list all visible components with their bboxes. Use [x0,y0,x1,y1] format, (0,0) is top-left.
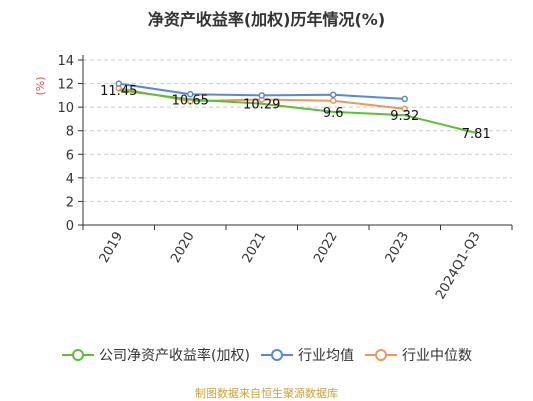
x-tick-label: 2020 [168,230,198,266]
series-point-2 [401,105,408,113]
legend-item-industry-mean[interactable]: 行业均值 [260,345,354,365]
legend-label-company: 公司净资产收益率(加权) [99,348,250,364]
legend-marker-industry-median [364,349,397,361]
chart-title: 净资产收益率(加权)历年情况(%) [147,10,386,29]
legend-marker-company [62,349,95,361]
legend-item-industry-median[interactable]: 行业中位数 [364,345,472,365]
data-label: 9.32 [390,109,419,124]
series-point-1 [258,92,265,99]
data-label: 10.65 [172,93,209,108]
legend: 公司净资产收益率(加权) 行业均值 行业中位数 [0,345,533,365]
series-point-1 [401,95,408,103]
series-point-1 [330,91,337,99]
x-tick-label: 2023 [383,230,413,266]
x-tick-label: 2022 [311,230,341,266]
y-tick-label: 2 [66,195,74,210]
line-chart: 0 2 4 6 8 10 12 14 (%) 2019 2020 2021 2022 2023 2024Q1… [34,54,513,303]
y-tick-label: 8 [66,125,74,140]
x-tick-label: 2024Q1-Q3 [433,230,484,303]
y-tick-label: 12 [57,78,74,93]
data-label: 9.6 [323,106,344,121]
data-label: 10.29 [243,98,280,113]
series-point-1 [115,80,122,87]
legend-marker-industry-mean [260,349,293,361]
y-tick-label: 0 [66,219,74,234]
legend-label-industry-median: 行业中位数 [401,348,472,364]
legend-label-industry-mean: 行业均值 [297,348,354,364]
x-tick-label: 2019 [97,230,127,266]
x-tick-label: 2021 [240,230,270,266]
y-tick-label: 14 [57,54,74,69]
y-tick-label: 10 [57,101,74,116]
legend-item-company[interactable]: 公司净资产收益率(加权) [61,345,250,365]
series-point-1 [187,90,194,98]
series-point-2 [330,97,337,104]
y-axis-label: (%) [34,76,47,95]
source-note: 制图数据来自恒生聚源数据库 [195,387,338,400]
y-tick-label: 4 [66,172,74,187]
data-label: 11.45 [100,84,137,99]
data-label: 7.81 [462,127,491,142]
series-line-0 [118,89,477,134]
y-tick-label: 6 [66,148,74,163]
